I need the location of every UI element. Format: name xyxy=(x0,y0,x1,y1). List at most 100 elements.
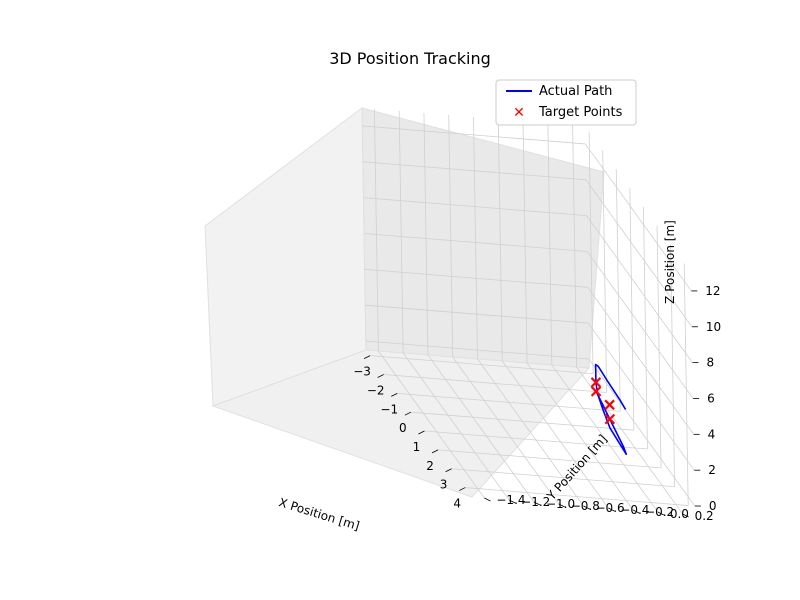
x-tick-mark-2 xyxy=(391,392,398,397)
z-tick-label-0: 0 xyxy=(709,499,717,513)
y-tick-label-8: 0.2 xyxy=(695,509,714,523)
y-tick-label-0: −1.4 xyxy=(496,493,525,507)
y-tick-label-4: −0.6 xyxy=(596,501,625,515)
series-line-0 xyxy=(594,363,628,456)
y-gridline-side-8 xyxy=(572,124,578,368)
z-gridline-back-1 xyxy=(587,322,695,471)
x-tick-mark-0 xyxy=(363,355,371,360)
y-gridline-side-3 xyxy=(448,114,454,358)
x-tick-mark-7 xyxy=(459,487,466,491)
x-gridline-back-3 xyxy=(629,188,635,431)
z-gridline-back-6 xyxy=(584,143,692,292)
x-tick-label-0: −3 xyxy=(353,365,371,379)
z-gridline-back-4 xyxy=(586,215,693,363)
z-tick-label-3: 6 xyxy=(707,391,715,405)
series-layer xyxy=(590,363,628,456)
y-tick-mark-8 xyxy=(682,513,689,518)
y-tick-mark-1 xyxy=(508,499,516,504)
y-tick-label-1: −1.2 xyxy=(521,495,550,509)
target-point-2 xyxy=(604,399,615,411)
y-tick-mark-5 xyxy=(608,507,615,512)
y-tick-mark-0 xyxy=(484,497,491,502)
z-gridline-back-3 xyxy=(586,251,694,399)
z-axis-label: Z Position [m] xyxy=(663,220,677,304)
x-gridline-back-5 xyxy=(656,225,662,468)
x-tick-label-7: 4 xyxy=(453,497,461,511)
y-tick-mark-6 xyxy=(632,509,640,514)
x-tick-mark-5 xyxy=(431,449,439,454)
x-tick-label-4: 1 xyxy=(413,440,421,454)
pane-floor xyxy=(211,349,591,498)
grid-lines xyxy=(362,108,696,515)
y-gridline-floor-8 xyxy=(576,366,683,515)
z-tick-label-2: 4 xyxy=(708,427,716,441)
x-axis-label: X Position [m] xyxy=(277,495,361,533)
x-gridline-back-1 xyxy=(602,150,608,393)
legend-label-actual-path: Actual Path xyxy=(539,84,612,99)
target-point-3 xyxy=(604,413,616,425)
pane-back xyxy=(361,107,605,369)
y-axis-label: Y Position [m] xyxy=(543,432,609,504)
legend-marker-swatch: ✕ xyxy=(513,105,525,121)
y-tick-mark-3 xyxy=(558,503,565,508)
y-gridline-floor-3 xyxy=(452,356,560,505)
x-tick-label-2: −1 xyxy=(380,402,398,416)
y-gridline-side-4 xyxy=(473,116,478,360)
x-gridline-back-7 xyxy=(683,263,689,506)
z-tick-label-4: 8 xyxy=(706,356,714,370)
x-tick-mark-1 xyxy=(377,374,384,378)
x-tick-label-3: 0 xyxy=(399,421,407,435)
y-gridline-floor-4 xyxy=(477,358,584,507)
z-gridline-back-5 xyxy=(585,179,693,328)
legend: Actual Path ✕ Target Points xyxy=(495,79,637,126)
x-gridline-back-0 xyxy=(588,131,594,374)
y-gridline-floor-7 xyxy=(551,364,659,513)
y-tick-label-2: −1.0 xyxy=(546,497,575,511)
y-tick-mark-7 xyxy=(657,511,665,516)
y-tick-mark-4 xyxy=(583,505,590,510)
x-tick-mark-3 xyxy=(404,411,412,416)
x-tick-label-5: 2 xyxy=(426,459,434,473)
y-tick-mark-2 xyxy=(533,501,541,506)
y-gridline-floor-1 xyxy=(402,352,510,501)
x-tick-mark-4 xyxy=(418,430,425,435)
z-gridline-side-5 xyxy=(362,161,586,181)
y-gridline-floor-5 xyxy=(501,360,609,509)
z-gridline-side-4 xyxy=(363,197,587,217)
z-gridline-back-0 xyxy=(588,358,696,507)
x-tick-mark-6 xyxy=(445,468,452,473)
target-point-1 xyxy=(590,377,602,388)
z-gridline-side-1 xyxy=(365,304,589,324)
y-gridline-side-7 xyxy=(547,122,553,366)
z-tick-label-5: 10 xyxy=(706,320,721,334)
y-gridline-floor-6 xyxy=(526,362,634,511)
target-point-0 xyxy=(590,386,602,397)
y-tick-label-5: −0.4 xyxy=(620,503,649,517)
z-gridline-side-3 xyxy=(364,233,588,252)
y-gridline-side-1 xyxy=(398,110,404,354)
y-tick-label-7: 0.0 xyxy=(670,507,689,521)
x-tick-label-1: −2 xyxy=(367,384,385,398)
z-gridline-side-0 xyxy=(365,340,589,360)
y-gridline-side-6 xyxy=(522,120,528,364)
z-gridline-side-2 xyxy=(364,268,588,288)
x-tick-label-6: 3 xyxy=(440,478,448,492)
y-gridline-floor-2 xyxy=(427,354,535,503)
y-gridline-side-0 xyxy=(373,108,379,352)
z-tick-label-1: 2 xyxy=(708,463,716,477)
x-gridline-back-6 xyxy=(670,244,676,487)
chart-title: 3D Position Tracking xyxy=(329,49,491,68)
pane-group xyxy=(204,107,605,498)
x-gridline-back-4 xyxy=(643,207,648,450)
z-gridline-back-2 xyxy=(587,287,694,435)
y-gridline-side-2 xyxy=(423,112,429,356)
x-gridline-back-2 xyxy=(615,169,621,412)
legend-label-target-points: Target Points xyxy=(538,105,623,120)
y-gridline-floor-0 xyxy=(378,350,485,499)
y-tick-label-3: −0.8 xyxy=(571,499,600,513)
z-tick-label-6: 12 xyxy=(705,284,720,298)
y-gridline-side-5 xyxy=(497,118,503,362)
y-tick-label-6: −0.2 xyxy=(645,505,674,519)
